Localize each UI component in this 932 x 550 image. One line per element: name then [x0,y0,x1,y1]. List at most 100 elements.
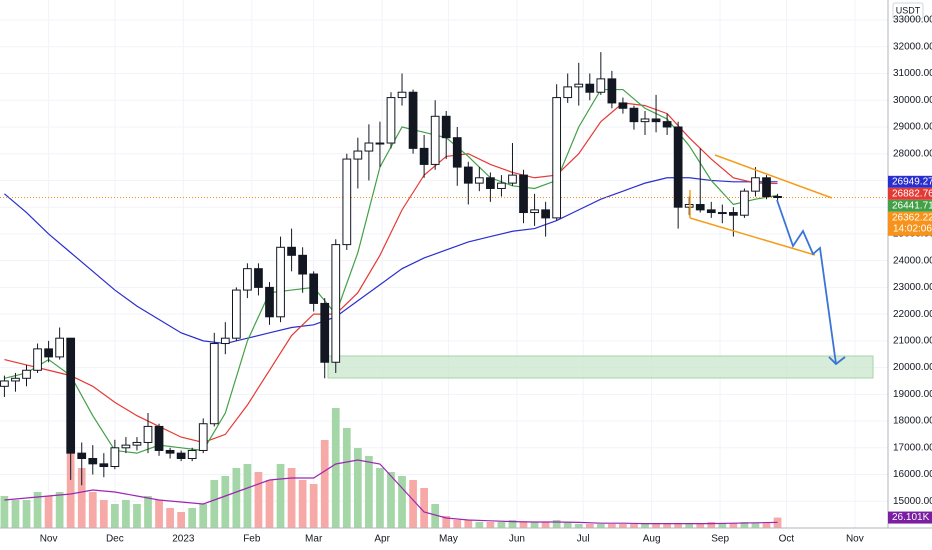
y-tick-label: 16000.00 [893,469,932,480]
y-tick-label: 21000.00 [893,336,932,347]
price-tag [888,211,932,236]
volume-ma [4,459,778,525]
candle-body [99,463,109,468]
candle-body [463,166,473,184]
x-tick-label: Dec [106,534,124,545]
candle-body [474,177,484,184]
y-tick-label: 33000.00 [893,15,932,26]
volume-bar [221,476,230,528]
candle-body [254,268,263,288]
candle-body [662,121,672,128]
volume-bar [431,504,440,528]
volume-bar [376,468,384,528]
candle-body [618,102,628,109]
volume-bar [44,496,53,528]
candle-body [287,246,296,256]
volume-bar [287,468,296,528]
x-tick-label: Nov [846,534,864,545]
price-tag-label: 26882.76 [892,188,932,199]
candle-body [154,425,164,451]
volume-bar [144,496,152,528]
volume-bar [596,524,605,528]
volume-bar [630,524,638,528]
channel-bottom [689,217,816,256]
candle-body [209,343,219,425]
candle-body [375,142,385,145]
x-tick-label: Aug [643,534,661,545]
arrow-head [828,356,846,366]
candle-body [684,204,694,208]
candle-body [55,337,65,358]
x-tick-label: Nov [40,534,58,545]
volume-bar [111,504,119,528]
volume-bar [519,522,528,528]
volume-bar [696,524,705,528]
volume-bar [276,464,285,528]
candle-body [497,182,506,189]
volume-bar [762,523,771,528]
volume-bar [530,522,539,528]
candle-body [187,449,197,459]
volume-bar [729,523,738,528]
volume-bar [177,512,185,528]
candle-body [88,457,98,465]
x-tick-label: Jun [509,534,525,545]
y-tick-label: 32000.00 [893,41,932,52]
candle-body [629,107,639,123]
candle-body [342,158,352,246]
candle-body [441,115,451,139]
volume-bar [608,524,616,528]
volume-bar [442,516,451,528]
candle-body [519,174,528,214]
candle-body [508,174,517,184]
volume-bar [155,500,163,528]
x-tick-label: Mar [305,534,323,545]
candle-body [706,209,716,214]
candle-body [695,204,705,211]
candle-body [22,369,31,379]
moving-average [4,177,778,345]
x-tick-label: 2023 [172,534,195,545]
candle-body [408,91,418,149]
candle-body [0,380,9,387]
volume-bar [398,476,406,528]
candle-body [364,142,374,152]
price-tag-label: 26949.27 [892,176,932,187]
x-tick-label: May [439,534,458,545]
volume-bar [320,440,329,528]
volume-tag-label: 26.101K [892,512,930,523]
volume-bar [641,524,649,528]
candle-body [331,244,341,363]
channel-top [714,154,833,199]
volume-bar [166,508,174,528]
volume-bar [740,522,749,528]
currency-box [892,2,924,20]
volume-bar [22,500,31,528]
candle-body [66,337,76,454]
countdown: 14:02:06 [893,223,932,234]
y-tick-label: 22000.00 [893,309,932,320]
candle-body [486,177,495,189]
volume-bar [55,492,64,528]
candle-body [651,118,661,123]
volume-bar [77,468,86,528]
candle-body [132,441,142,446]
candle-body [773,195,782,199]
x-tick-label: Sep [711,534,729,545]
price-axis [888,0,932,550]
candle-body [143,425,153,443]
candle-body [165,449,175,454]
x-tick-label: Apr [374,534,390,545]
volume-bar [619,524,627,528]
candle-body [77,452,87,459]
volume-bar [574,524,583,528]
volume-bar [99,500,108,528]
projection-arrow [776,199,837,365]
candle-body [320,302,330,363]
volume-bar [751,523,760,528]
price-tag [888,199,932,212]
candle-body [751,177,760,192]
volume-bar [541,522,550,528]
candle-body [607,78,617,104]
x-tick-label: Jul [577,534,590,545]
